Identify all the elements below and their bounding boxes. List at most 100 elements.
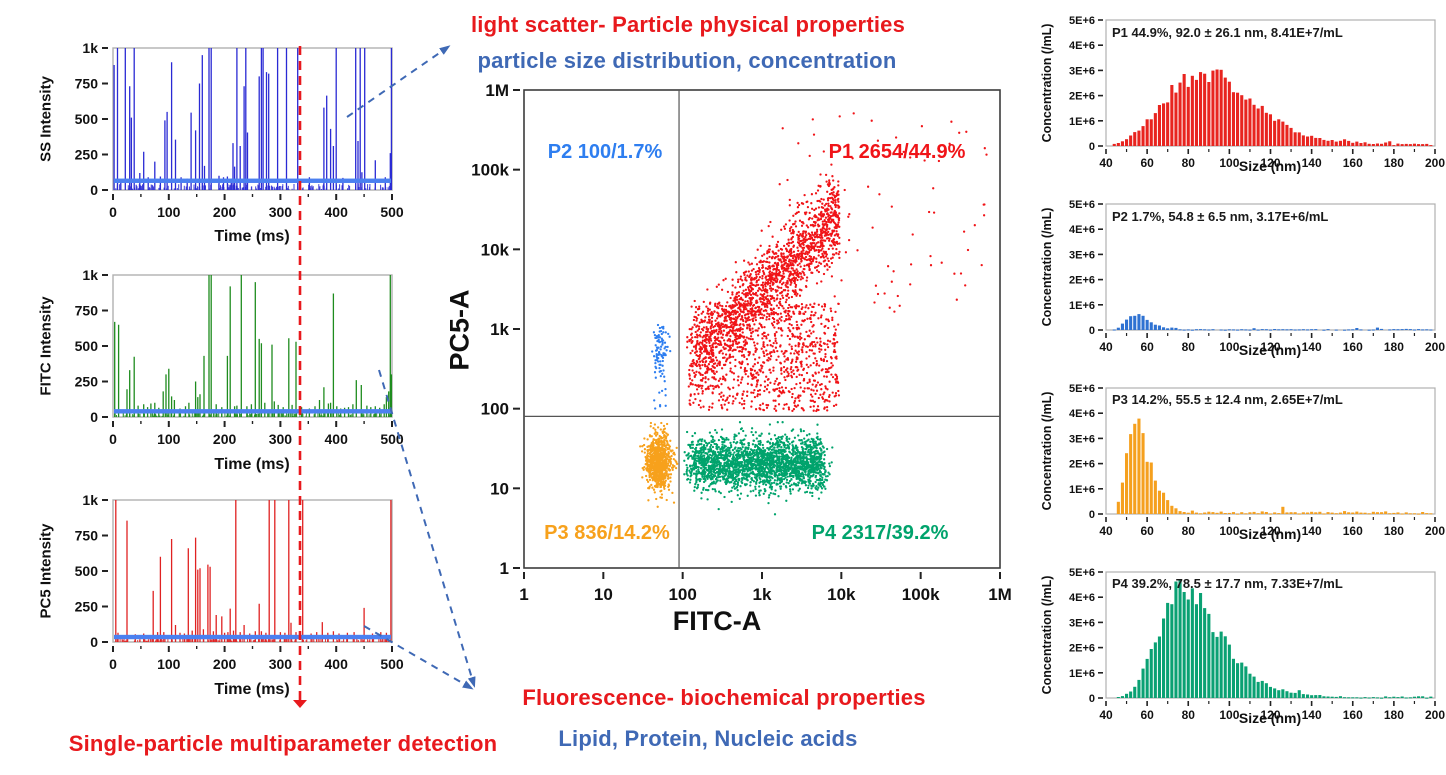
svg-text:200: 200 [213,204,237,220]
svg-text:750: 750 [75,528,99,544]
svg-text:0: 0 [1089,141,1095,153]
annotation-size-concentration: particle size distribution, concentratio… [477,48,897,73]
svg-text:1k: 1k [753,585,772,604]
histogram-p1-x-label: Size (nm) [1238,158,1302,174]
svg-text:1: 1 [500,559,509,578]
svg-text:200: 200 [1425,340,1445,354]
svg-text:0: 0 [90,182,98,198]
svg-text:200: 200 [1425,708,1445,722]
svg-text:160: 160 [1343,524,1363,538]
svg-text:40: 40 [1099,524,1113,538]
svg-text:160: 160 [1343,340,1363,354]
svg-text:60: 60 [1140,524,1154,538]
histogram-p2-x-label: Size (nm) [1238,342,1302,358]
histogram-p4-y-label: Concentration (/mL) [1040,575,1054,695]
svg-text:500: 500 [75,563,99,579]
svg-text:120: 120 [1260,708,1280,722]
ss-y-axis-label: SS Intensity [37,76,55,162]
svg-text:60: 60 [1140,156,1154,170]
scatter-svg: 11 10 10 100 100 1k 1k 10k 10k 100k 100k 1M 1M [471,81,1012,604]
svg-text:1E+6: 1E+6 [1069,300,1095,312]
svg-text:40: 40 [1099,708,1113,722]
size-histogram-p4: 0 1E+6 2E+6 3E+6 4E+6 5E+6 40 60 80 100 120 140 160 1… [1035,552,1446,727]
svg-text:1E+6: 1E+6 [1069,116,1095,128]
svg-text:100: 100 [157,431,181,447]
histogram-p1-y-label: Concentration (/mL) [1040,23,1054,143]
svg-text:2E+6: 2E+6 [1069,91,1095,103]
svg-text:80: 80 [1182,708,1196,722]
svg-text:120: 120 [1260,340,1280,354]
svg-text:2E+6: 2E+6 [1069,643,1095,655]
svg-text:160: 160 [1343,708,1363,722]
svg-text:80: 80 [1182,340,1196,354]
svg-text:3E+6: 3E+6 [1069,433,1095,445]
size-histogram-p2: 0 1E+6 2E+6 3E+6 4E+6 5E+6 40 60 80 100 120 140 160 1… [1035,184,1446,359]
svg-text:200: 200 [1425,156,1445,170]
svg-text:0: 0 [1089,509,1095,521]
gate-label-p3: P3 836/14.2% [544,522,670,544]
svg-text:140: 140 [1302,340,1322,354]
svg-text:100: 100 [157,656,181,672]
svg-text:500: 500 [380,656,404,672]
svg-text:5E+6: 5E+6 [1069,199,1095,211]
svg-text:1k: 1k [82,267,98,283]
svg-text:140: 140 [1302,708,1322,722]
svg-text:100: 100 [1219,524,1239,538]
svg-text:200: 200 [1425,524,1445,538]
svg-text:2E+6: 2E+6 [1069,275,1095,287]
pc5-y-axis-label: PC5 Intensity [37,523,55,619]
svg-text:180: 180 [1384,708,1404,722]
histogram-p4-stats: P4 39.2%, 78.5 ± 17.7 nm, 7.33E+7/mL [1112,576,1343,591]
svg-text:1: 1 [519,585,528,604]
svg-text:5E+6: 5E+6 [1069,383,1095,395]
svg-text:4E+6: 4E+6 [1069,40,1095,52]
gate-label-p2: P2 100/1.7% [547,141,663,163]
svg-text:100k: 100k [902,585,940,604]
svg-text:400: 400 [325,431,349,447]
svg-text:500: 500 [380,431,404,447]
svg-text:750: 750 [75,76,99,92]
svg-text:100: 100 [1219,340,1239,354]
svg-text:0: 0 [1089,693,1095,705]
histogram-p4-svg: 0 1E+6 2E+6 3E+6 4E+6 5E+6 40 60 80 100 120 140 160 1… [1069,567,1445,722]
svg-text:1E+6: 1E+6 [1069,484,1095,496]
svg-text:120: 120 [1260,156,1280,170]
scatter-y-axis-label: PC5-A [444,289,475,371]
histogram-p1-stats: P1 44.9%, 92.0 ± 26.1 nm, 8.41E+7/mL [1112,25,1343,40]
histogram-p3-y-label: Concentration (/mL) [1040,391,1054,511]
pc5-trace-svg: 0 250 500 750 1k 0 100 200 300 400 500 [75,492,404,672]
svg-text:100: 100 [157,204,181,220]
svg-text:400: 400 [325,204,349,220]
svg-text:100k: 100k [471,161,509,180]
svg-text:0: 0 [109,656,117,672]
svg-text:100: 100 [1219,156,1239,170]
fitc-y-axis-label: FITC Intensity [37,296,55,396]
svg-text:140: 140 [1302,156,1322,170]
gate-label-p1: P1 2654/44.9% [828,141,966,163]
svg-text:180: 180 [1384,340,1404,354]
svg-text:60: 60 [1140,708,1154,722]
fitc-intensity-time-plot: 0 250 500 750 1k 0 100 200 300 400 500 [30,265,410,460]
svg-text:500: 500 [75,111,99,127]
svg-text:10: 10 [490,479,509,498]
svg-text:0: 0 [90,634,98,650]
svg-text:300: 300 [269,204,293,220]
svg-text:40: 40 [1099,156,1113,170]
svg-text:0: 0 [109,431,117,447]
svg-text:250: 250 [75,599,99,615]
size-histogram-p3: 0 1E+6 2E+6 3E+6 4E+6 5E+6 40 60 80 100 120 140 160 1… [1035,368,1446,543]
histogram-p1-svg: 0 1E+6 2E+6 3E+6 4E+6 5E+6 40 60 80 100 120 140 160 1… [1069,15,1445,170]
svg-text:120: 120 [1260,524,1280,538]
svg-text:400: 400 [325,656,349,672]
svg-text:3E+6: 3E+6 [1069,65,1095,77]
svg-text:100: 100 [1219,708,1239,722]
fitc-pc5-scatter-plot: 1 1 10 10 100 100 1k 1k 10k 10k 100k 100k 1M 1M [450,80,1030,615]
svg-text:750: 750 [75,303,99,319]
annotation-fluorescence: Fluorescence- biochemical properties [522,685,926,710]
svg-text:4E+6: 4E+6 [1069,592,1095,604]
svg-text:180: 180 [1384,524,1404,538]
scatter-x-axis-label: FITC-A [672,606,762,636]
svg-text:300: 300 [269,431,293,447]
svg-text:80: 80 [1182,524,1196,538]
histogram-p3-stats: P3 14.2%, 55.5 ± 12.4 nm, 2.65E+7/mL [1112,392,1343,407]
